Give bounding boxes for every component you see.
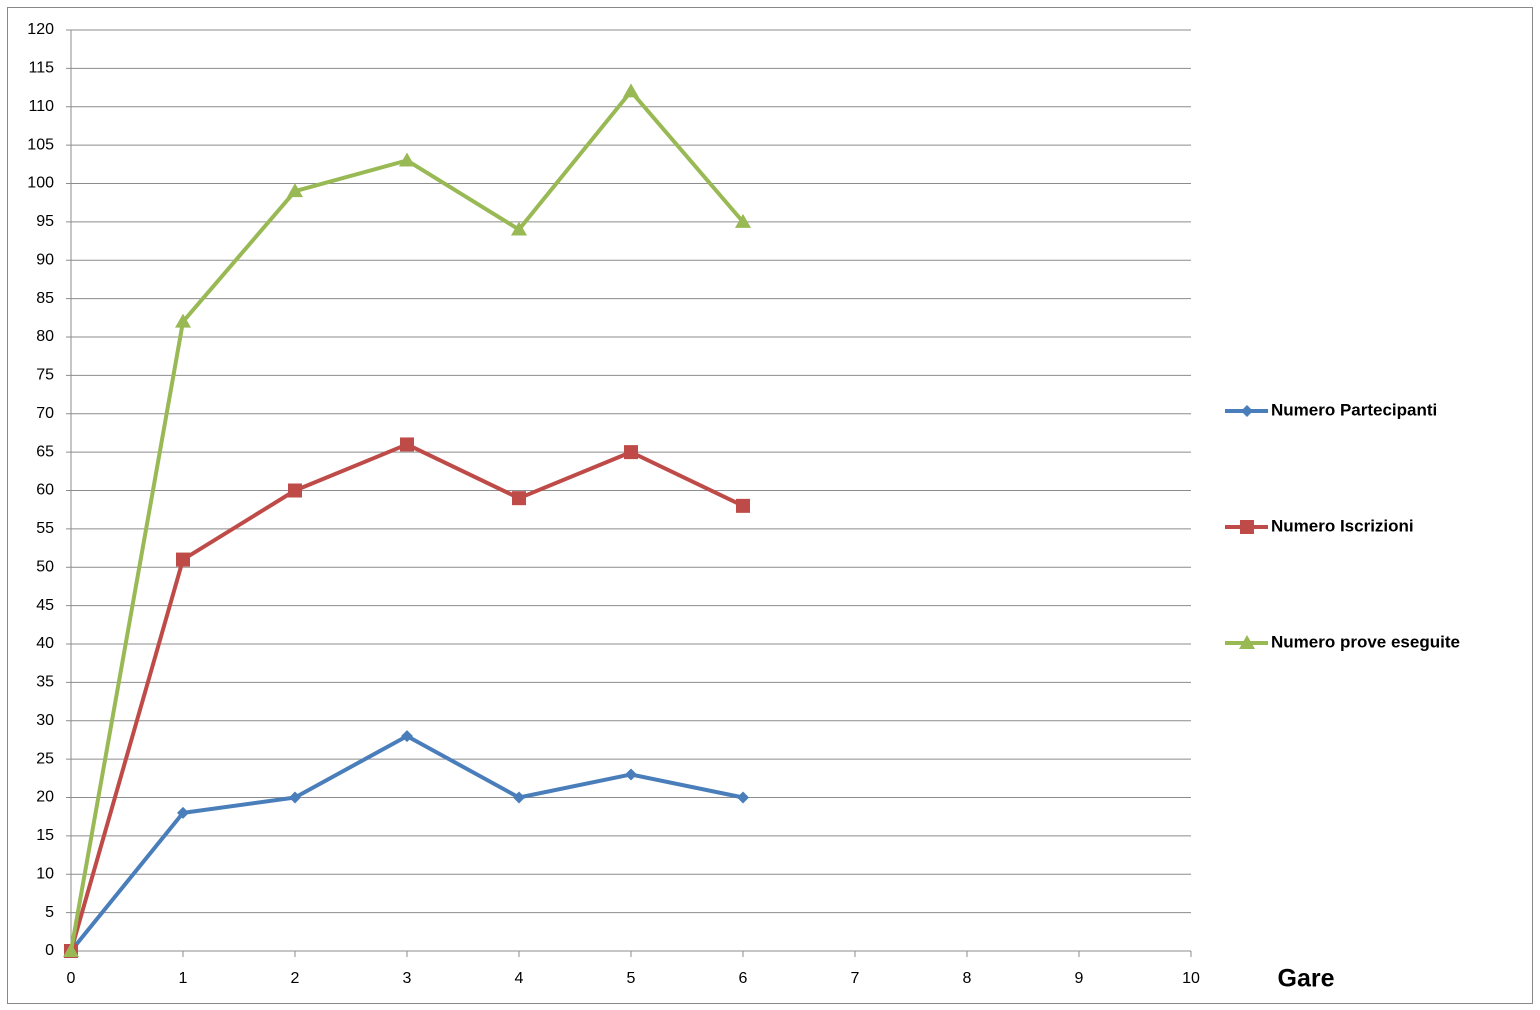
- y-tick-label: 40: [36, 635, 54, 652]
- y-tick-label: 75: [36, 367, 54, 384]
- x-tick-label: 0: [67, 970, 76, 987]
- x-tick-label: 10: [1182, 970, 1200, 987]
- marker: [177, 806, 189, 819]
- legend-label: Numero Iscrizioni: [1271, 516, 1414, 535]
- x-tick-label: 7: [851, 970, 860, 987]
- y-tick-label: 25: [36, 750, 54, 767]
- x-tick-label: 6: [739, 970, 748, 987]
- marker: [399, 152, 415, 167]
- y-tick-label: 10: [36, 865, 54, 882]
- marker: [63, 943, 79, 957]
- marker: [737, 791, 749, 804]
- x-axis-title: Gare: [1278, 965, 1335, 993]
- marker: [735, 213, 751, 228]
- marker: [175, 313, 191, 328]
- marker: [624, 445, 638, 460]
- marker: [736, 498, 750, 513]
- y-tick-label: 110: [28, 98, 54, 115]
- y-tick-label: 5: [45, 904, 54, 921]
- y-tick-label: 35: [36, 674, 54, 691]
- y-tick-label: 105: [27, 136, 54, 153]
- y-tick-label: 80: [36, 328, 54, 345]
- legend-label: Numero prove eseguite: [1271, 632, 1460, 651]
- marker: [1239, 635, 1255, 649]
- x-tick-label: 5: [627, 970, 636, 987]
- y-tick-label: 20: [36, 789, 54, 806]
- x-tick-label: 9: [1075, 970, 1084, 987]
- marker: [176, 552, 190, 567]
- chart-frame: [7, 7, 1533, 1004]
- x-tick-label: 3: [403, 970, 412, 987]
- marker: [511, 221, 527, 236]
- y-tick-label: 15: [36, 827, 54, 844]
- y-tick-label: 90: [36, 251, 54, 268]
- y-tick-label: 120: [27, 21, 54, 38]
- y-tick-label: 30: [36, 712, 54, 729]
- y-tick-label: 60: [36, 482, 54, 499]
- marker: [512, 491, 526, 506]
- marker: [401, 730, 413, 743]
- y-tick-label: 70: [36, 405, 54, 422]
- y-tick-label: 0: [45, 942, 54, 959]
- marker: [289, 791, 301, 804]
- marker: [513, 791, 525, 804]
- marker: [1241, 405, 1253, 417]
- marker: [288, 483, 302, 498]
- x-tick-label: 8: [963, 970, 972, 987]
- y-tick-label: 85: [36, 290, 54, 307]
- y-tick-label: 50: [36, 558, 54, 575]
- legend-label: Numero Partecipanti: [1271, 400, 1437, 419]
- marker: [1240, 520, 1254, 534]
- marker: [400, 437, 414, 452]
- y-tick-label: 100: [27, 175, 54, 192]
- x-tick-label: 1: [179, 970, 188, 987]
- x-tick-label: 4: [515, 970, 524, 987]
- y-tick-label: 65: [36, 443, 54, 460]
- marker: [625, 768, 637, 781]
- y-tick-label: 45: [36, 597, 54, 614]
- x-tick-label: 2: [291, 970, 300, 987]
- marker: [623, 83, 639, 98]
- y-tick-label: 115: [28, 60, 54, 77]
- y-tick-label: 55: [36, 520, 54, 537]
- y-tick-label: 95: [36, 213, 54, 230]
- marker: [287, 183, 303, 198]
